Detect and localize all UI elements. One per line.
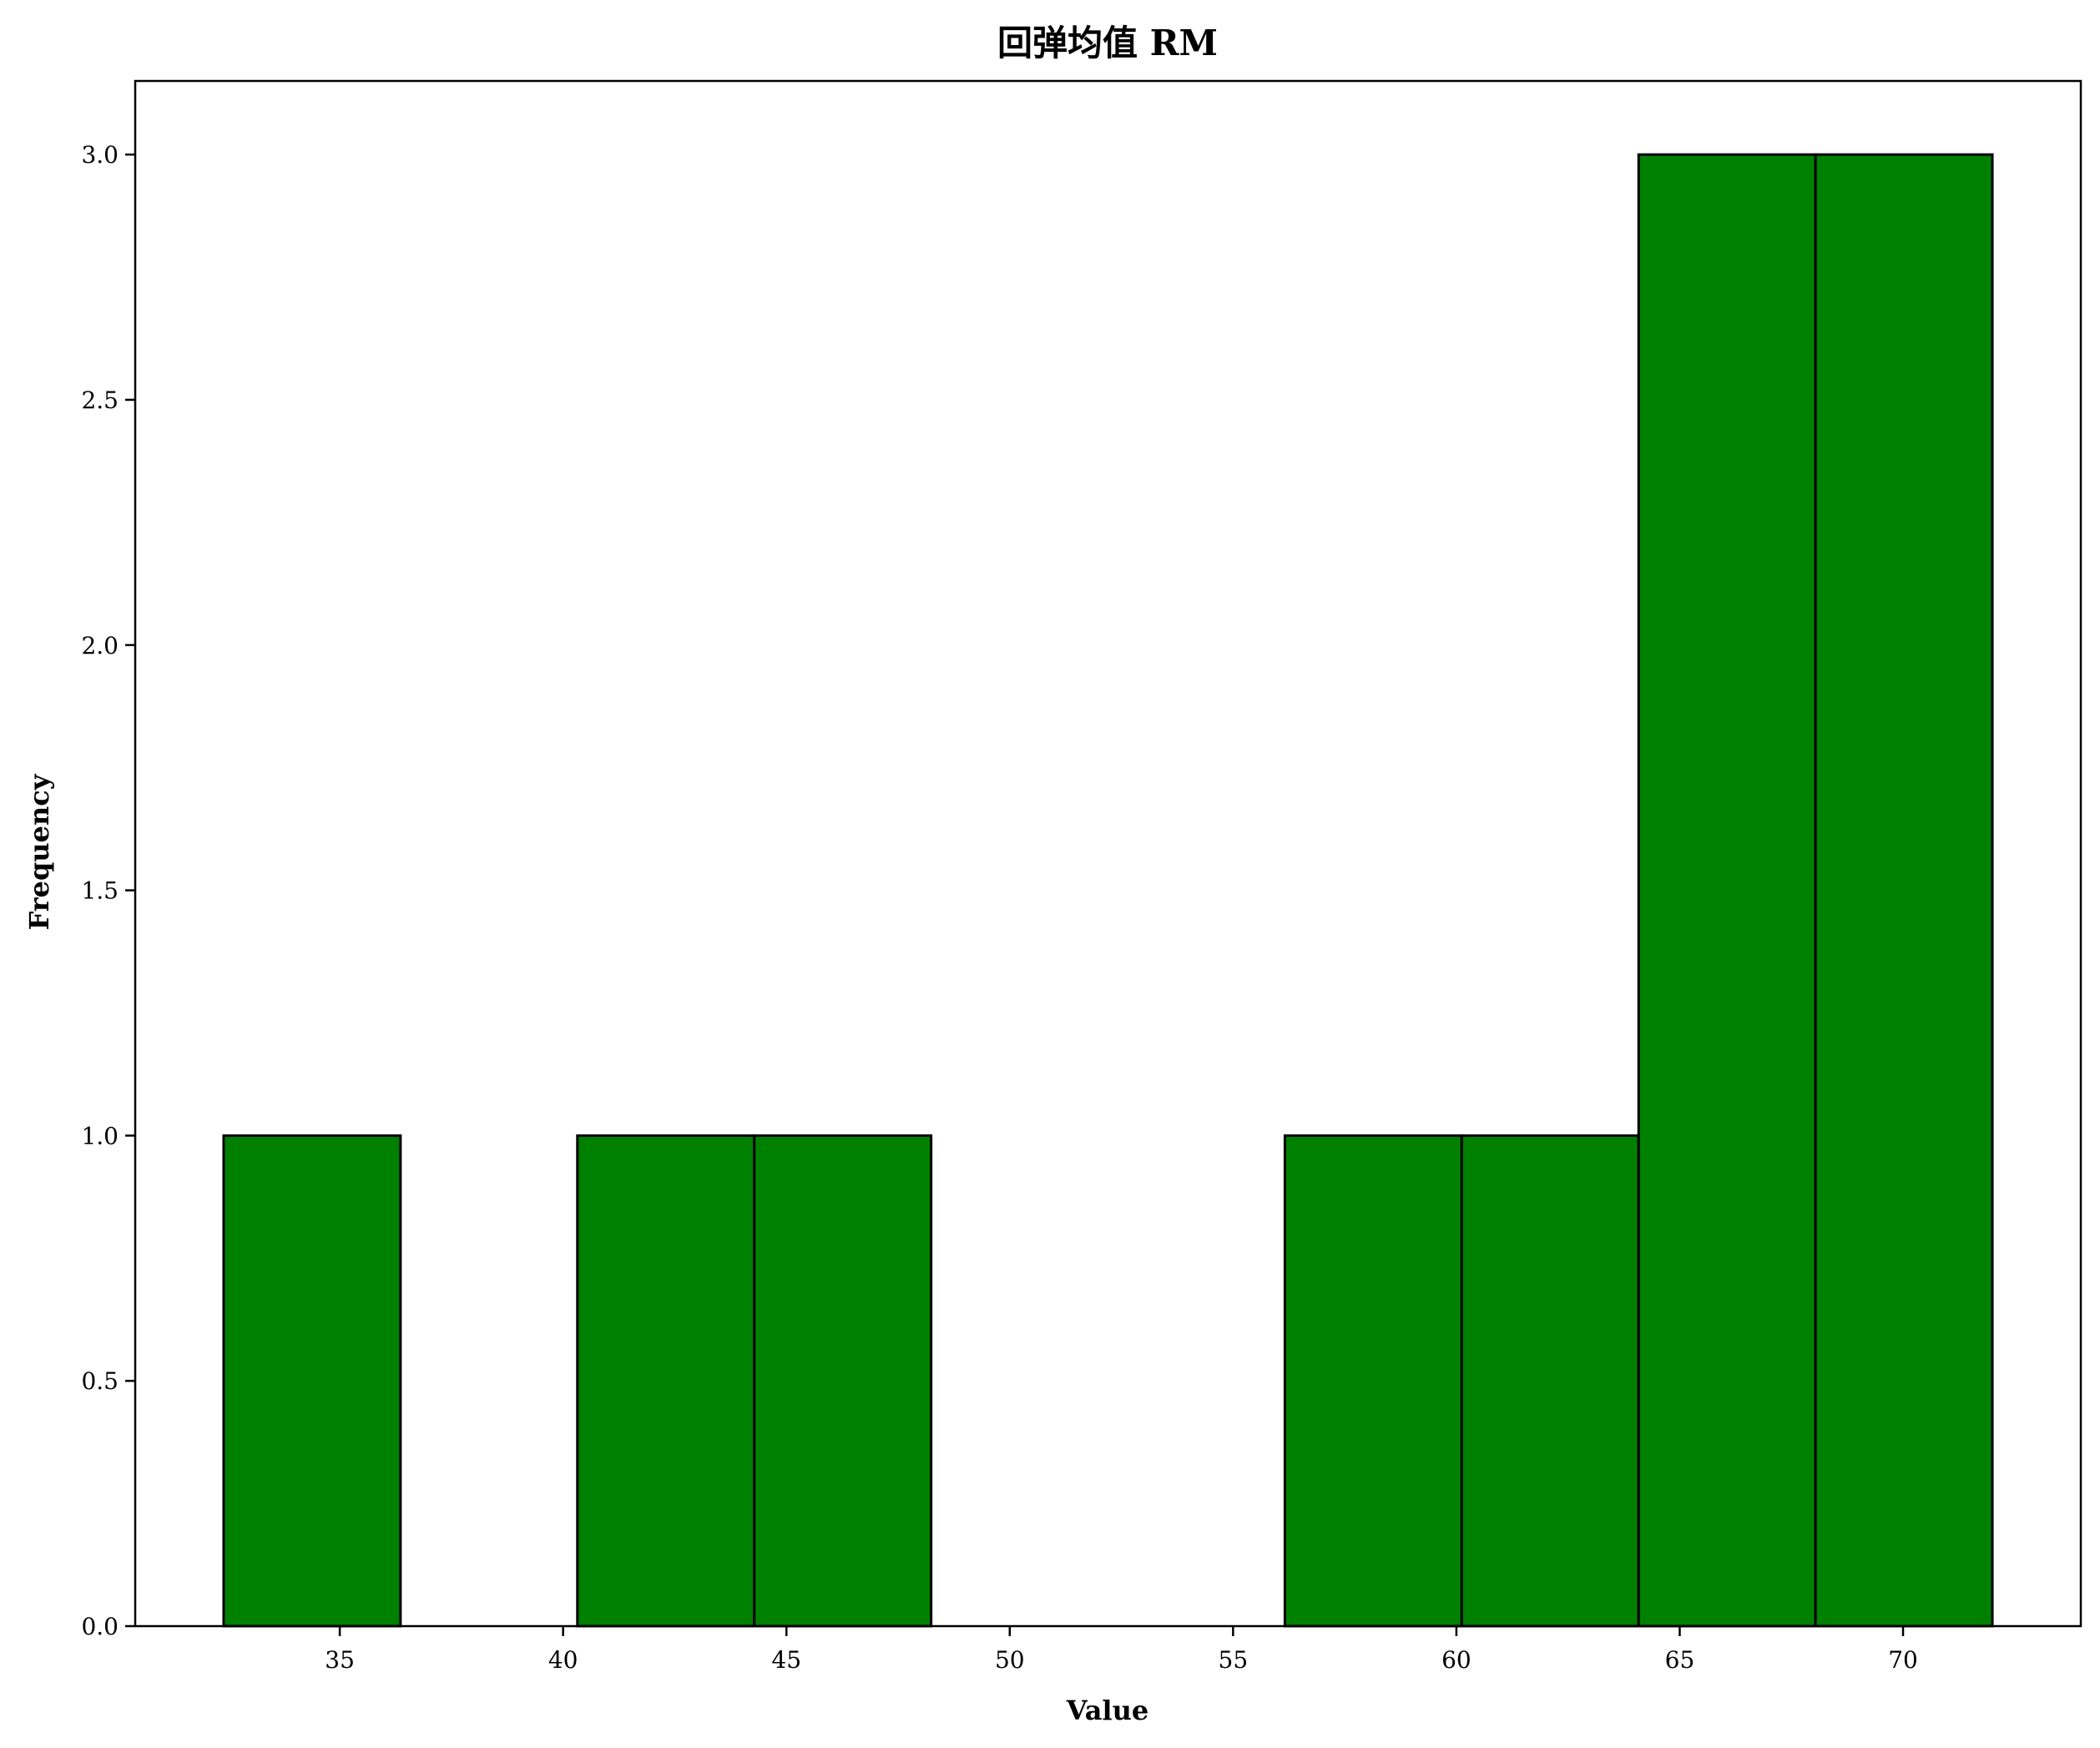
x-axis-label: Value bbox=[1066, 1695, 1148, 1726]
y-tick-label: 2.0 bbox=[81, 632, 119, 659]
x-tick-label: 70 bbox=[1888, 1646, 1918, 1674]
histogram-bar bbox=[1637, 153, 1817, 1628]
histogram-bar bbox=[1283, 1134, 1463, 1628]
y-tick-label: 1.0 bbox=[81, 1122, 119, 1149]
x-tick-label: 50 bbox=[995, 1646, 1025, 1674]
x-tick-label: 35 bbox=[325, 1646, 355, 1674]
y-tick-label: 0.5 bbox=[81, 1367, 119, 1395]
x-axis-ticks: 35 40 45 50 55 60 65 70 bbox=[325, 1626, 1918, 1674]
x-tick-label: 45 bbox=[771, 1646, 801, 1674]
x-tick-label: 55 bbox=[1219, 1646, 1249, 1674]
histogram-bar bbox=[1814, 153, 1994, 1628]
x-tick-label: 60 bbox=[1441, 1646, 1472, 1674]
histogram-bar bbox=[222, 1134, 402, 1628]
x-tick-label: 65 bbox=[1665, 1646, 1695, 1674]
y-tick-label: 0.0 bbox=[81, 1613, 119, 1640]
histogram-bar bbox=[753, 1134, 933, 1628]
x-tick-label: 40 bbox=[548, 1646, 578, 1674]
y-tick-label: 1.5 bbox=[81, 877, 119, 905]
y-tick-label: 2.5 bbox=[81, 386, 119, 414]
histogram-bars bbox=[222, 153, 1994, 1628]
y-axis-label: Frequency bbox=[23, 773, 55, 930]
histogram-bar bbox=[1460, 1134, 1640, 1628]
y-axis-ticks: 0.0 0.5 1.0 1.5 2.0 2.5 3.0 bbox=[81, 141, 135, 1640]
chart-title: 回弹均值 RM bbox=[997, 23, 1218, 63]
histogram-bar bbox=[576, 1134, 756, 1628]
y-tick-label: 3.0 bbox=[81, 141, 119, 169]
plot-area-frame bbox=[134, 79, 2082, 1628]
